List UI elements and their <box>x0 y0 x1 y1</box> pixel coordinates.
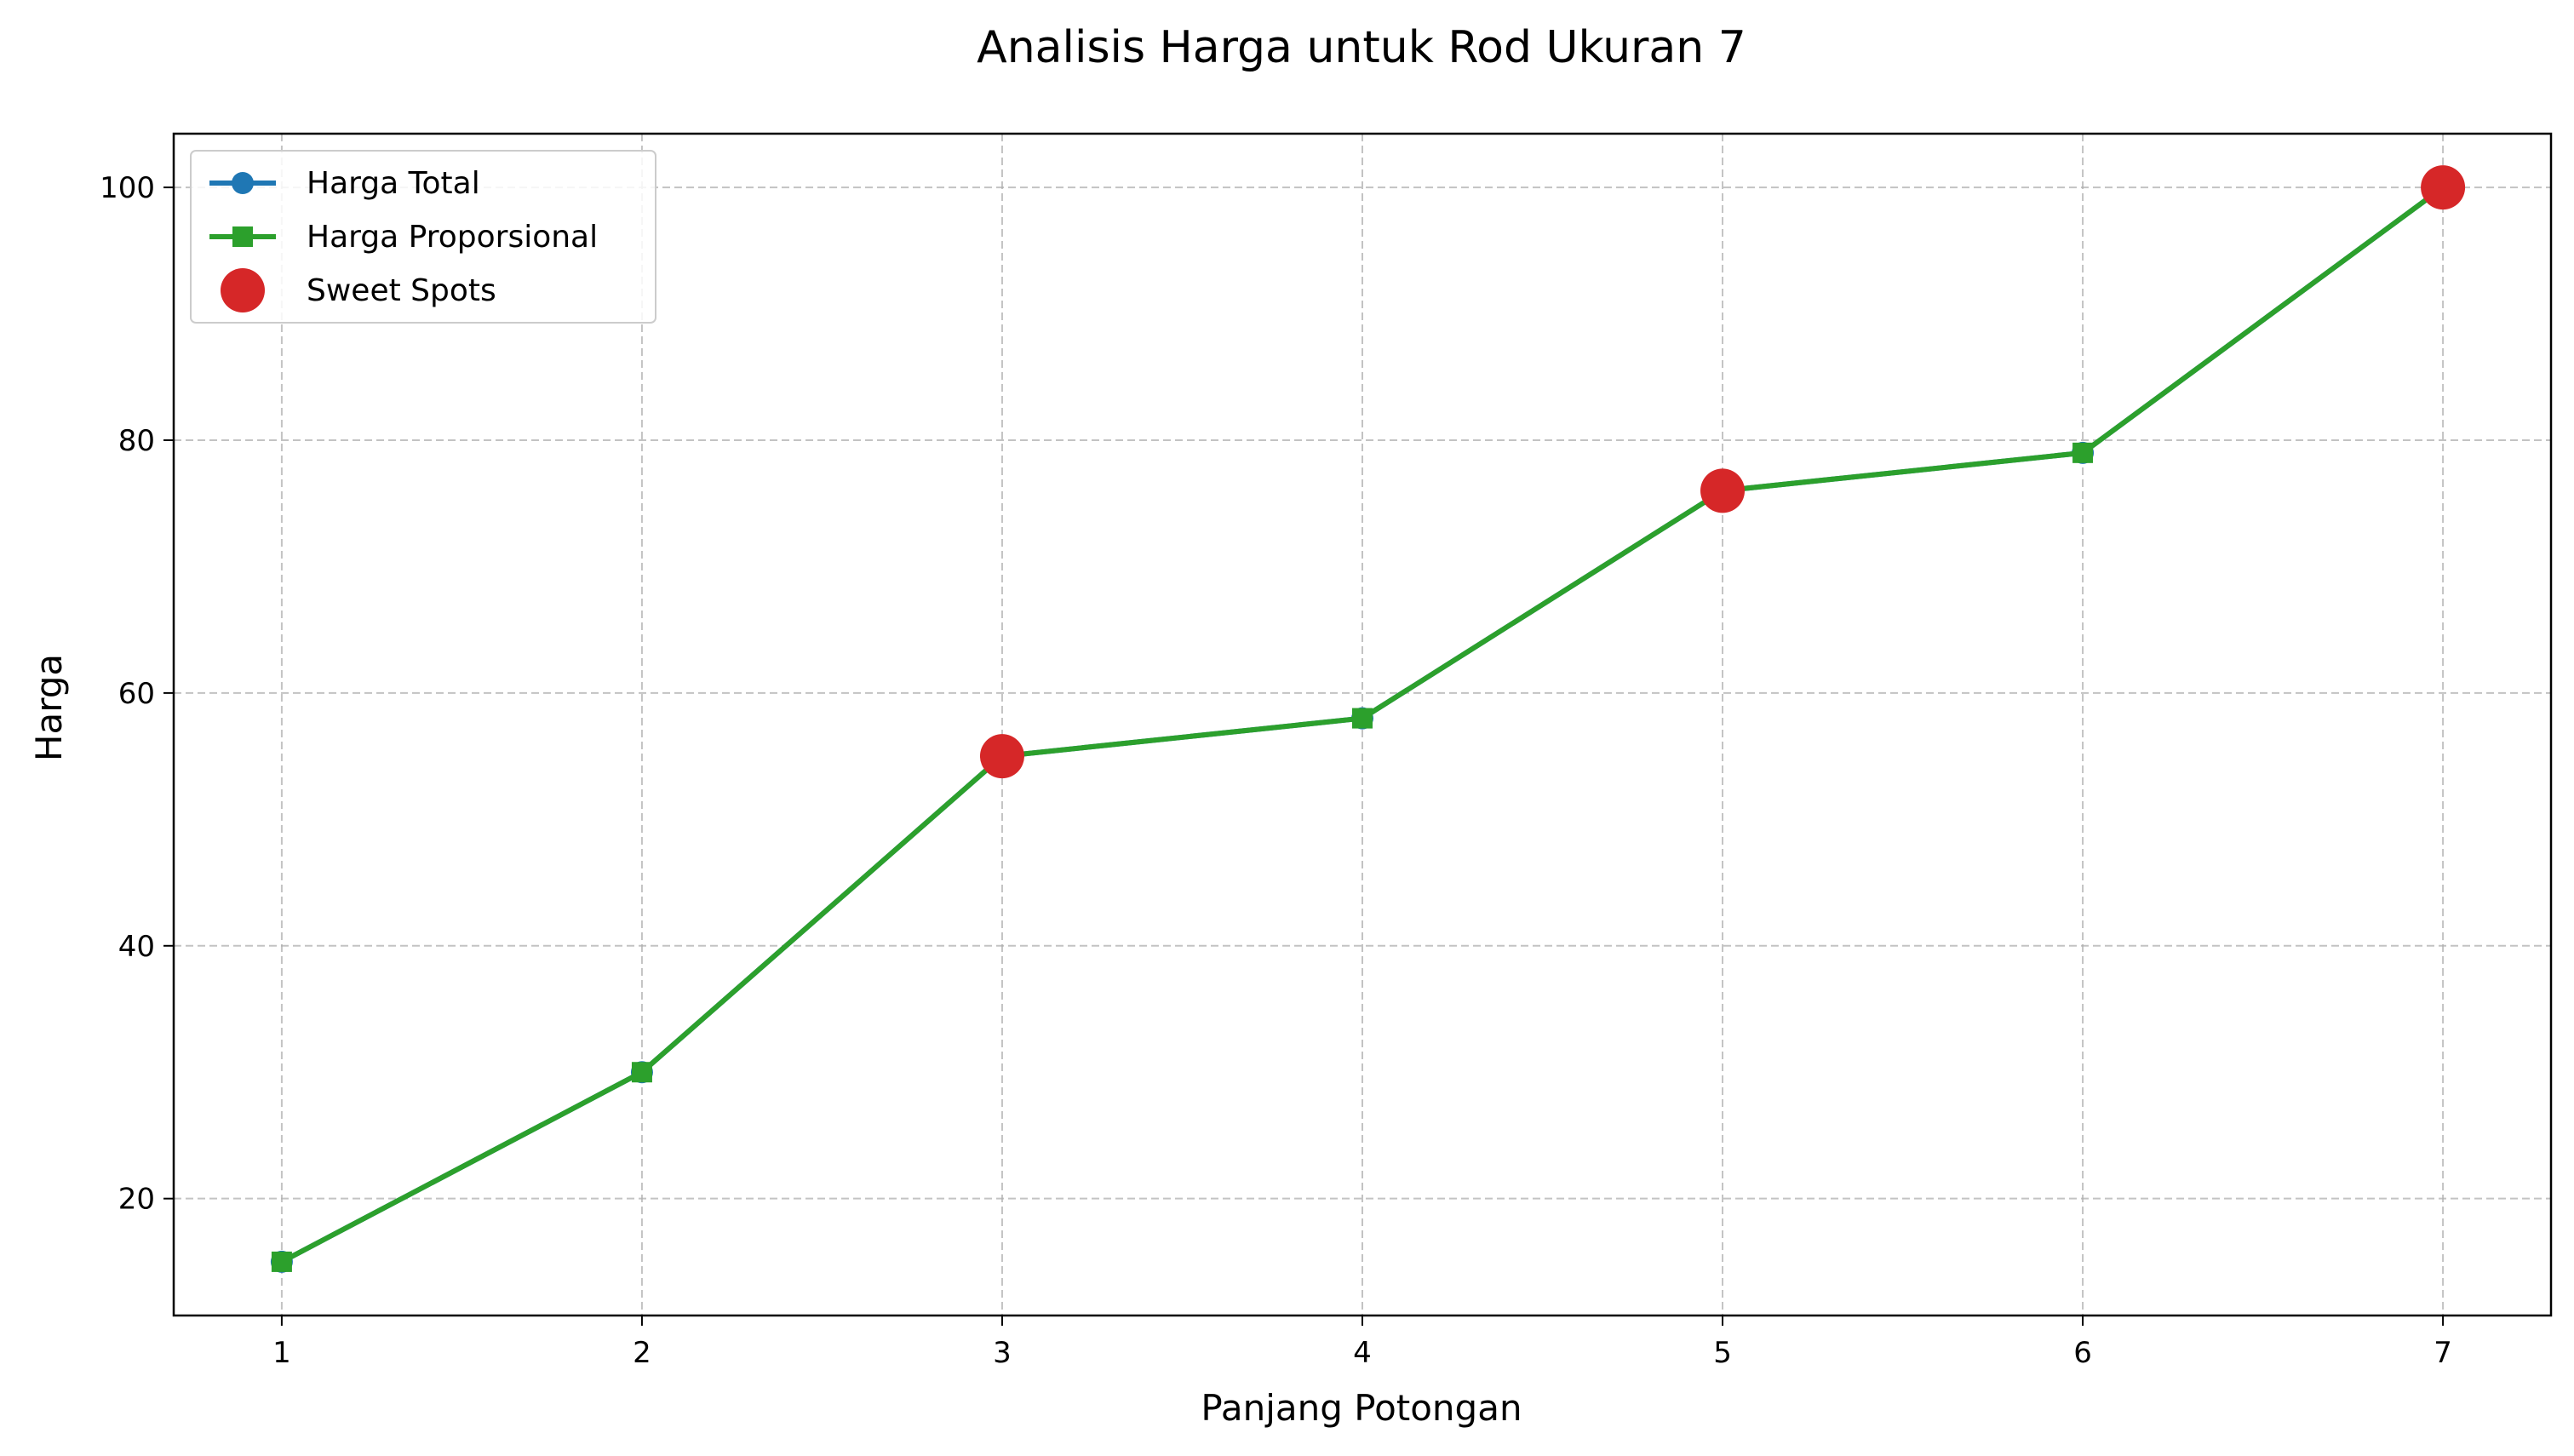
harga-proporsional-point <box>1352 708 1373 729</box>
legend-label-harga-total: Harga Total <box>307 166 480 201</box>
x-tick-label: 6 <box>2073 1336 2092 1370</box>
harga-proporsional-point <box>2072 442 2094 463</box>
x-tick-label: 4 <box>1353 1336 1372 1370</box>
y-tick-label: 60 <box>118 677 155 711</box>
y-axis-label: Harga <box>28 654 70 761</box>
sweet-spots-point <box>979 734 1024 779</box>
x-tick-label: 1 <box>272 1336 291 1370</box>
harga-proporsional-point <box>631 1062 652 1083</box>
legend-marker-harga-total <box>232 172 254 194</box>
x-axis-label: Panjang Potongan <box>1201 1387 1522 1429</box>
series-sweet-spots <box>979 165 2466 779</box>
harga-proporsional-point <box>271 1251 292 1272</box>
legend-marker-sweet-spots <box>221 268 265 312</box>
y-tick-label: 80 <box>118 424 155 458</box>
legend: Harga Total Harga Proporsional Sweet Spots <box>190 150 656 324</box>
legend-marker-harga-proporsional <box>232 226 253 247</box>
sweet-spots-point <box>2421 165 2466 210</box>
x-tick-label: 2 <box>633 1336 651 1370</box>
y-tick-label: 20 <box>118 1183 155 1217</box>
sweet-spots-point <box>1700 468 1746 513</box>
x-tick-label: 7 <box>2434 1336 2452 1370</box>
chart-title: Analisis Harga untuk Rod Ukuran 7 <box>977 22 1746 73</box>
plot-frame <box>172 132 2553 1317</box>
legend-label-sweet-spots: Sweet Spots <box>307 273 496 308</box>
y-tick-label: 100 <box>100 171 155 205</box>
y-tick-label: 40 <box>118 930 155 964</box>
x-tick-label: 5 <box>1713 1336 1732 1370</box>
legend-label-harga-proporsional: Harga Proporsional <box>307 220 598 255</box>
x-tick-label: 3 <box>993 1336 1012 1370</box>
legend-box <box>190 150 656 324</box>
series <box>270 165 2466 1273</box>
axes: 1 2 3 4 5 6 7 20 40 60 80 100 <box>100 171 2452 1370</box>
